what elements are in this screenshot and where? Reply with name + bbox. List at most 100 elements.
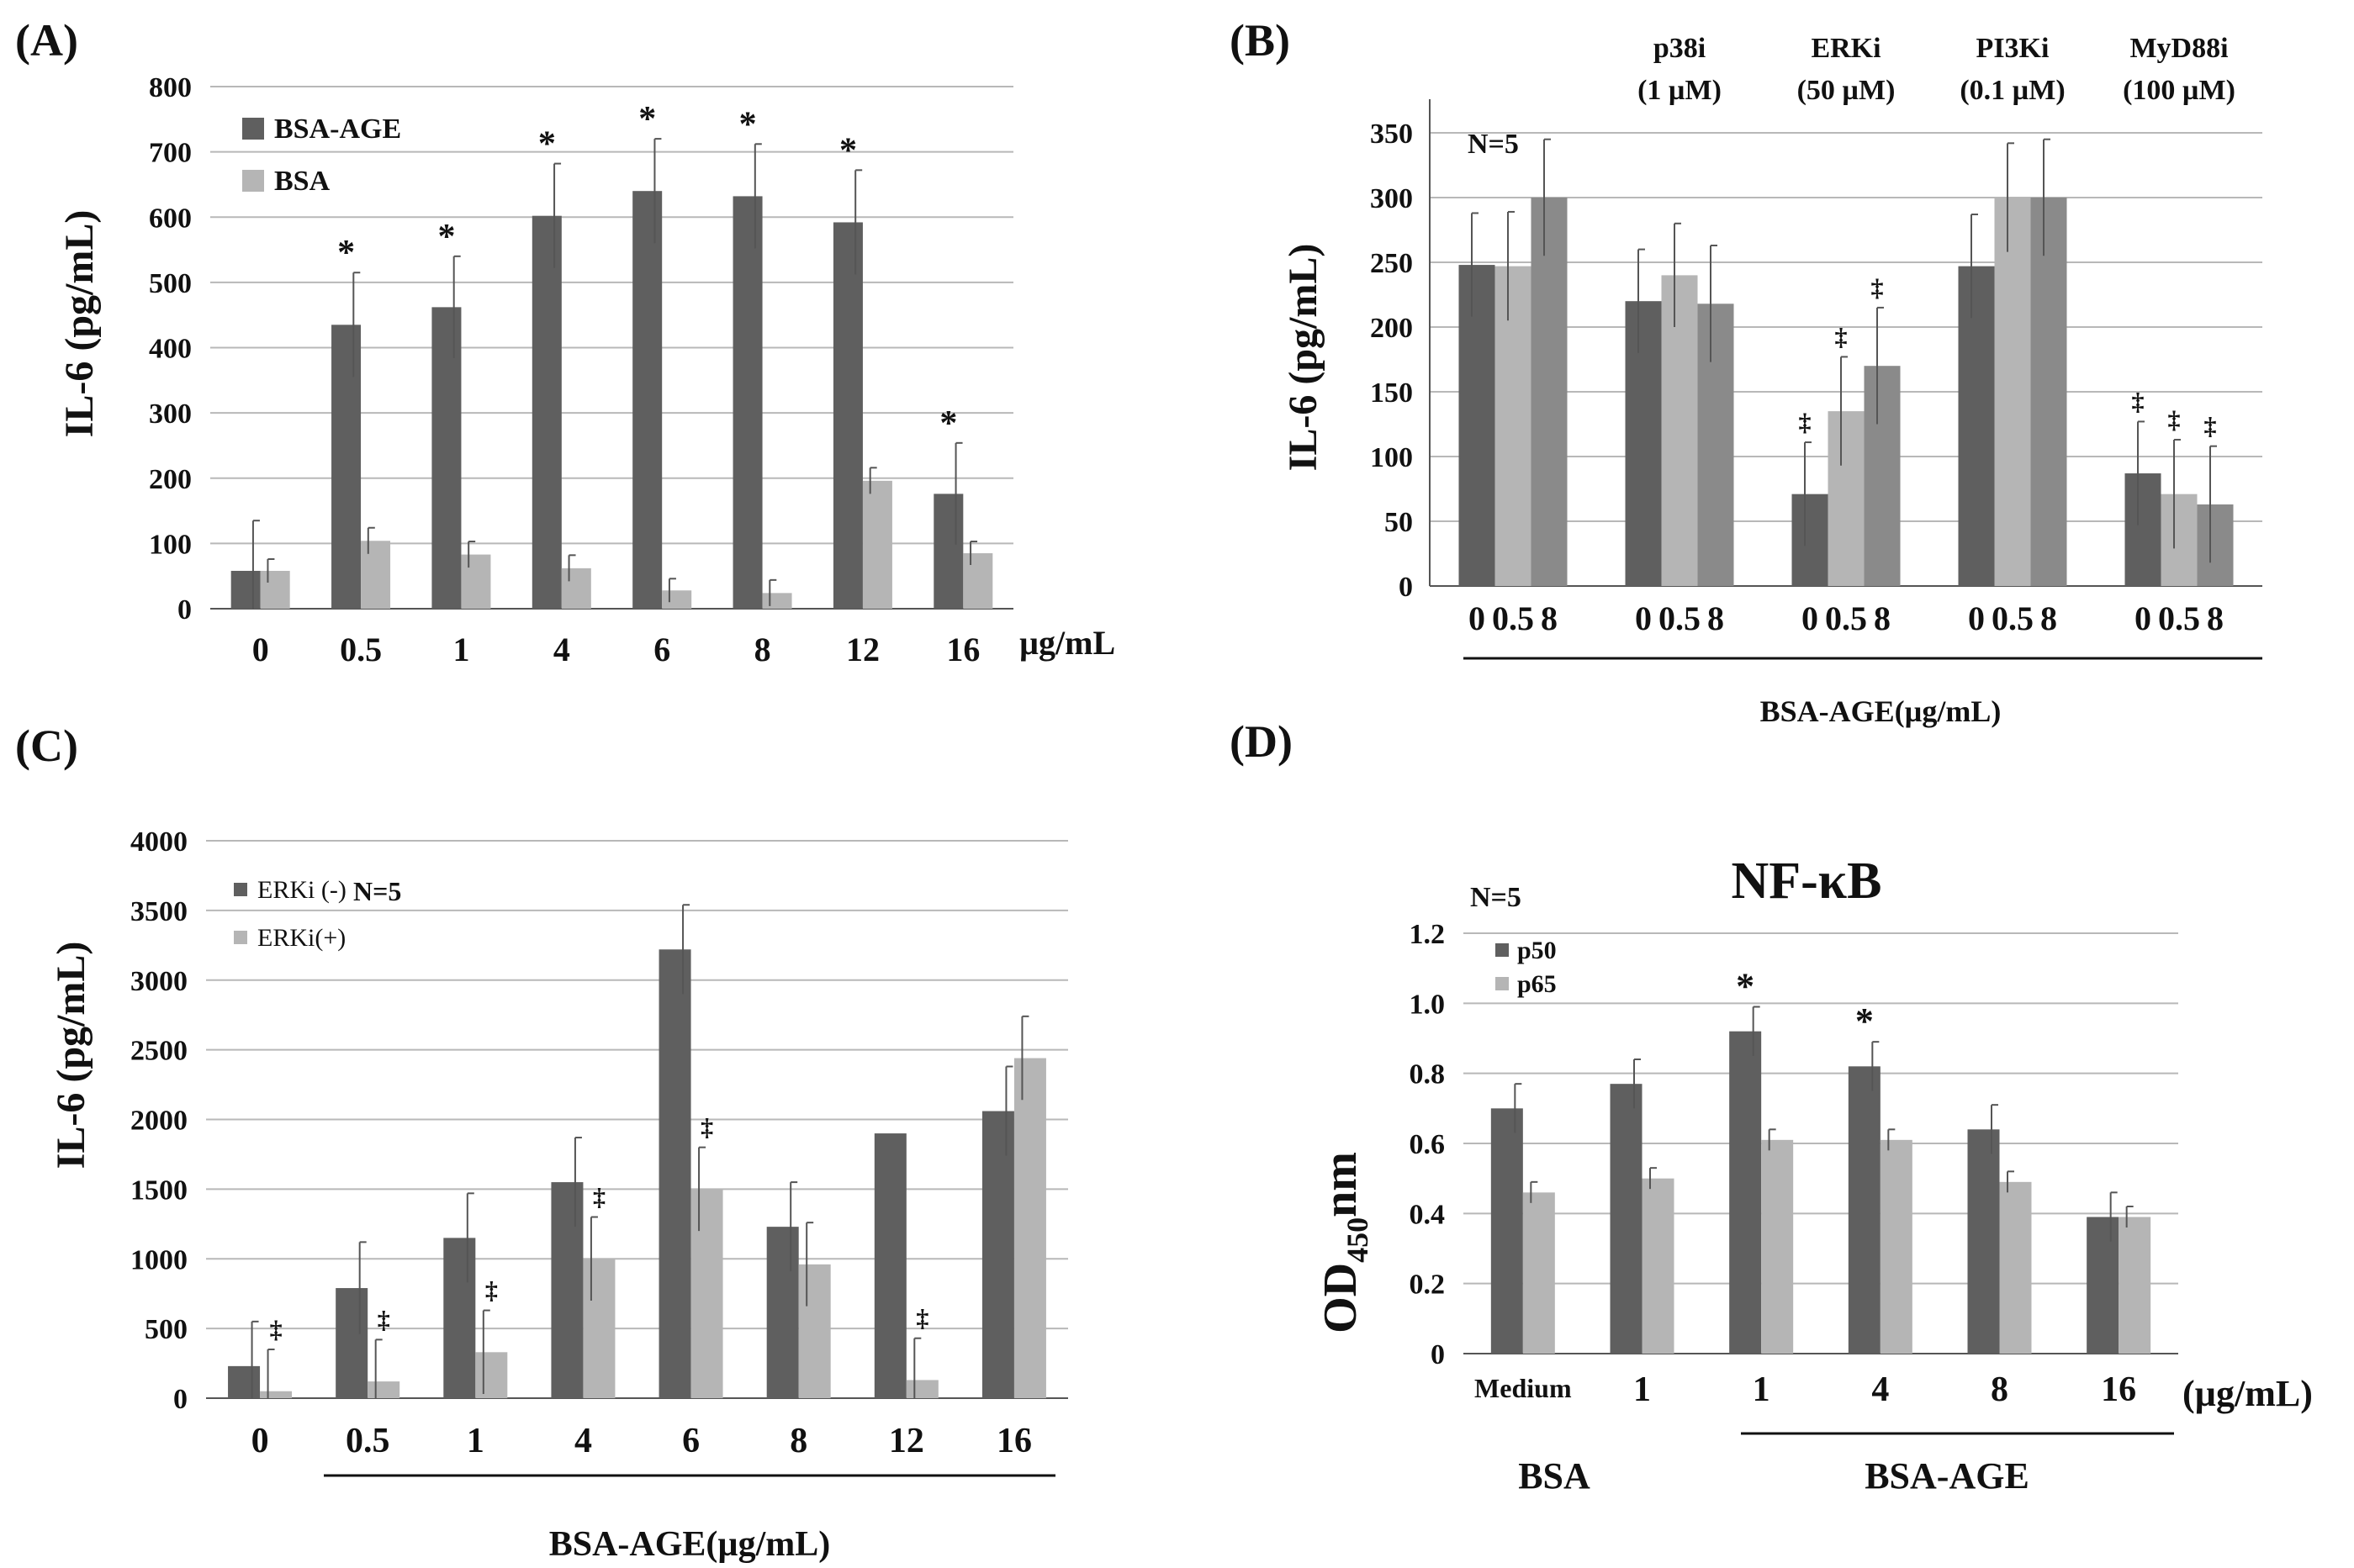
panel-d-y-tick-label: 0.2 <box>1410 1270 1446 1301</box>
panel-a-y-tick-label: 200 <box>149 464 192 495</box>
panel-b-y-tick-label: 350 <box>1370 119 1413 150</box>
panel-c-y-tick-label: 1000 <box>130 1244 188 1275</box>
panel-a-label: (A) <box>15 15 78 66</box>
panel-a-x-tick-label: 0 <box>252 631 269 668</box>
panel-d-legend: p50 p65 <box>1495 937 1557 998</box>
panel-a-y-tick-label: 700 <box>149 138 192 169</box>
panel-d-y-tick-label: 0.4 <box>1410 1199 1446 1230</box>
panel-d-legend-label-p50: p50 <box>1517 937 1557 964</box>
panel-b-significance-mark: ‡ <box>2168 406 2181 434</box>
panel-c-bar-erki <box>906 1380 939 1398</box>
panel-a-bar-bsa <box>260 570 290 609</box>
panel-a-x-tick-label: 4 <box>553 631 570 668</box>
panel-a-legend: BSA-AGE BSA <box>242 114 401 197</box>
panel-a-bar-bsa-age <box>532 215 562 609</box>
panel-c-y-tick-label: 1500 <box>130 1175 188 1206</box>
panel-d-y-axis-label-suffix: nm <box>1315 1152 1367 1217</box>
panel-c-bar-erki <box>368 1381 400 1398</box>
panel-c-y-tick-label: 2000 <box>130 1106 188 1137</box>
panel-b-bar <box>2030 198 2067 586</box>
panel-b-bar <box>1791 494 1828 586</box>
panel-b-bar <box>1994 198 2031 586</box>
panel-c-y-tick-label: 0 <box>173 1384 188 1415</box>
panel-b-group-header-concentration: (1 µM) <box>1637 75 1722 106</box>
panel-c-legend: ERKi (-) N=5 ERKi(+) <box>234 876 401 952</box>
panel-a-y-axis-label: IL-6 (pg/mL) <box>57 210 102 438</box>
panel-b-bars: ‡ ‡ ‡ ‡ ‡ ‡ <box>1458 138 2234 586</box>
panel-d-title: NF-κB <box>1731 853 1881 910</box>
panel-a-bar-bsa <box>561 568 591 609</box>
panel-d-y-tick-label: 1.0 <box>1410 989 1446 1020</box>
panel-a-y-tick-label: 300 <box>149 399 192 430</box>
panel-c-n-label: N=5 <box>353 876 401 906</box>
panel-d-bar-p50 <box>1729 1031 1762 1354</box>
panel-d-bar-p65 <box>1522 1192 1555 1354</box>
panel-c-significance-mark: ‡ <box>916 1305 928 1333</box>
panel-c-bars: ‡ ‡ ‡ ‡ ‡ ‡ <box>228 904 1046 1398</box>
panel-b-n-label: N=5 <box>1468 129 1519 160</box>
panel-a-bar-bsa-age <box>934 494 964 609</box>
panel-a-y-ticks: 0 100 200 300 400 500 600 700 800 <box>149 72 192 626</box>
panel-c-x-ticks: 0 0.5 1 4 6 8 12 16 <box>251 1422 1032 1460</box>
panel-b-y-tick-label: 250 <box>1370 248 1413 279</box>
panel-b-x-tick-label: 0.5 <box>1492 599 1534 637</box>
panel-c-bar-erki <box>659 949 691 1398</box>
panel-d-y-tick-label: 0.8 <box>1410 1059 1446 1090</box>
panel-d-bar-p65 <box>1761 1139 1794 1354</box>
panel-c-legend-swatch-erki-minus <box>234 883 247 896</box>
panel-a-significance-mark: * <box>437 218 455 256</box>
panel-c-significance-mark: ‡ <box>701 1114 713 1142</box>
panel-c-x-tick-label: 6 <box>682 1422 700 1460</box>
panel-d-bars: ** <box>1490 966 2151 1354</box>
panel-d-legend-swatch-p65 <box>1495 977 1509 990</box>
panel-b-bar <box>1458 265 1495 586</box>
panel-d-legend-swatch-p50 <box>1495 943 1509 957</box>
panel-d-n-label: N=5 <box>1470 882 1521 913</box>
panel-d-legend-label-p65: p65 <box>1517 970 1557 998</box>
panel-a-significance-mark: * <box>638 100 656 139</box>
panel-c-bar-erki <box>583 1259 616 1398</box>
panel-c-x-tick-label: 16 <box>997 1422 1032 1460</box>
panel-d-x-tick-label: 1 <box>1753 1370 1770 1409</box>
panel-c-x-tick-label: 0 <box>251 1422 269 1460</box>
panel-c-legend-swatch-erki-plus <box>234 931 247 944</box>
panel-a-y-tick-label: 600 <box>149 203 192 234</box>
panel-c-y-axis-label: IL-6 (pg/mL) <box>49 942 93 1169</box>
panel-c-bar-erki <box>443 1238 476 1398</box>
panel-b-x-tick-label: 8 <box>2207 599 2224 637</box>
panel-d-bar-p65 <box>2119 1217 2151 1354</box>
panel-c-bar-erki <box>690 1189 723 1398</box>
panel-b-x-tick-label: 0.5 <box>1992 599 2034 637</box>
panel-b-bar <box>1958 266 1995 586</box>
panel-c-y-tick-label: 3000 <box>130 966 188 997</box>
panel-b-y-tick-label: 0 <box>1399 572 1413 603</box>
panel-c-y-tick-label: 4000 <box>130 826 188 858</box>
panel-b-x-tick-label: 0.5 <box>2158 599 2200 637</box>
panel-a-legend-swatch-bsa <box>242 170 264 192</box>
panel-a-significance-mark: * <box>839 131 857 170</box>
panel-c-bar-erki <box>260 1391 293 1398</box>
panel-a-bar-bsa-age <box>632 191 663 609</box>
panel-d-bar-p50 <box>1490 1108 1523 1354</box>
panel-a-gridlines <box>210 86 1013 610</box>
panel-b: (B) IL-6 (pg/mL) N=5 BSA-AGE(µg/mL) 0 50 1… <box>1230 15 2262 728</box>
panel-b-group-header-concentration: (0.1 µM) <box>1960 75 2065 106</box>
panel-a-legend-label-bsa-age: BSA-AGE <box>274 114 401 145</box>
panel-a-significance-mark: * <box>538 125 556 164</box>
panel-a-bars: * * * * * * * <box>230 100 993 609</box>
panel-c-bar-erki <box>1013 1058 1046 1398</box>
panel-b-x-tick-label: 8 <box>1707 599 1724 637</box>
panel-d-bar-p50 <box>1967 1129 2000 1354</box>
panel-c-significance-mark: ‡ <box>270 1316 283 1344</box>
panel-d-y-tick-label: 1.2 <box>1410 919 1446 950</box>
panel-b-y-axis-label: IL-6 (pg/mL) <box>1281 244 1325 472</box>
panel-a-y-tick-label: 500 <box>149 268 192 299</box>
panel-b-group-header: MyD88i <box>2129 33 2228 64</box>
panel-d-group-label-bsa-age: BSA-AGE <box>1865 1455 2029 1497</box>
panel-b-bar <box>1697 304 1734 586</box>
panel-d-y-tick-label: 0 <box>1431 1339 1445 1370</box>
panel-b-y-tick-label: 50 <box>1384 507 1413 538</box>
panel-b-bar <box>1531 198 1568 586</box>
panel-b-bar <box>1828 411 1865 586</box>
